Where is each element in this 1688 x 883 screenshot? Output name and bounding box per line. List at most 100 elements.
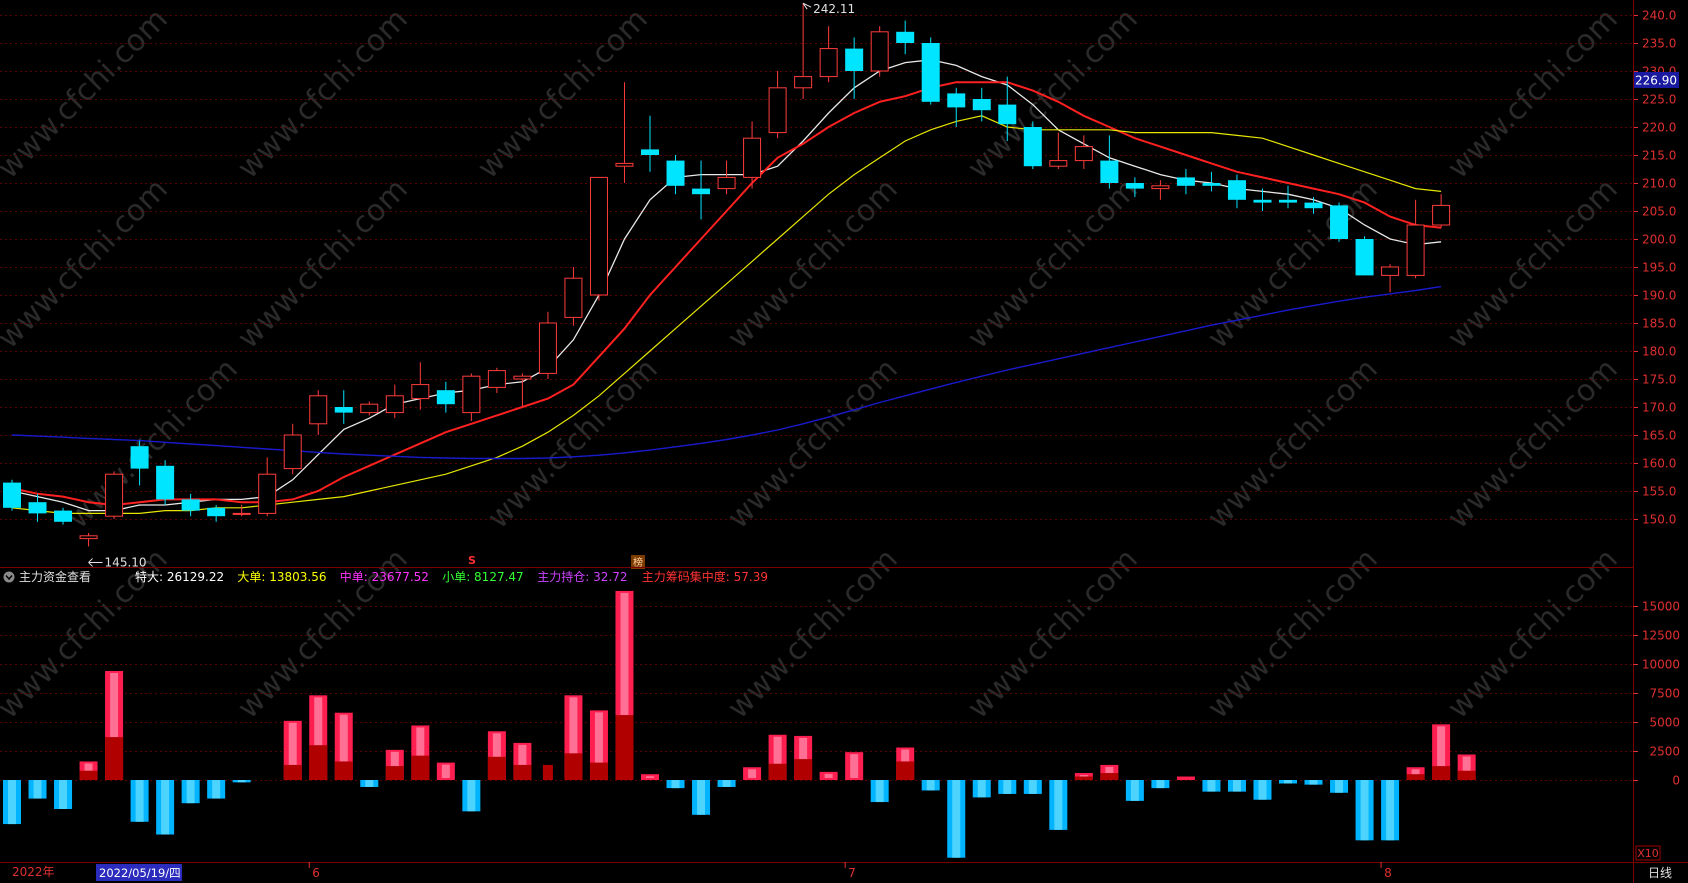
candle[interactable] bbox=[207, 505, 226, 522]
price-y-axis: 150.0 155.0 160.0 165.0 170.0 175.0 180.0 185.0… bbox=[1633, 9, 1676, 527]
year-label: 2022年 bbox=[12, 865, 55, 879]
flow-bar bbox=[1304, 780, 1323, 785]
flow-bar bbox=[1253, 780, 1272, 800]
candle[interactable] bbox=[870, 26, 889, 77]
indicator-dropdown[interactable] bbox=[3, 571, 15, 583]
candle[interactable] bbox=[1432, 194, 1451, 228]
signal-s-marker: S bbox=[468, 554, 476, 567]
current-price-tag: 226.90 bbox=[1633, 72, 1679, 88]
candle[interactable] bbox=[28, 493, 47, 522]
cursor-date: 2022/05/19/四 bbox=[99, 866, 181, 880]
candle[interactable] bbox=[1381, 264, 1400, 293]
flow-bar bbox=[692, 780, 711, 815]
candle[interactable] bbox=[819, 26, 838, 83]
candle[interactable] bbox=[794, 3, 813, 99]
indicator-item: 主力筹码集中度: 57.39 bbox=[642, 569, 768, 584]
chevron-down-icon[interactable] bbox=[3, 571, 15, 583]
flow-bar bbox=[436, 762, 455, 780]
candle[interactable] bbox=[589, 176, 608, 301]
candle[interactable] bbox=[1227, 174, 1246, 209]
candle[interactable] bbox=[385, 384, 404, 419]
high-annotation: 242.11 bbox=[802, 2, 855, 16]
candle[interactable] bbox=[768, 71, 787, 139]
flow-bar bbox=[360, 780, 379, 787]
candle[interactable] bbox=[743, 121, 762, 189]
candle[interactable] bbox=[692, 160, 711, 220]
candle[interactable] bbox=[896, 20, 915, 55]
ma10-line bbox=[11, 81, 1442, 507]
candle[interactable] bbox=[641, 115, 659, 172]
candle[interactable] bbox=[1304, 197, 1323, 214]
candlestick-series[interactable] bbox=[3, 3, 1451, 547]
candle[interactable] bbox=[972, 87, 991, 122]
candle[interactable] bbox=[998, 76, 1017, 141]
signal-b-marker: 榜 bbox=[631, 555, 645, 569]
candle[interactable] bbox=[717, 160, 736, 195]
period-selector[interactable]: 日线 bbox=[1648, 866, 1672, 880]
candle[interactable] bbox=[334, 390, 353, 424]
price-tick-label: 210.0 bbox=[1642, 177, 1676, 191]
candle[interactable] bbox=[181, 493, 200, 517]
candle[interactable] bbox=[436, 381, 455, 413]
candle[interactable] bbox=[1202, 171, 1221, 192]
indicator-tick-label: 2500 bbox=[1649, 745, 1680, 759]
candle[interactable] bbox=[3, 479, 21, 511]
candle[interactable] bbox=[156, 460, 175, 505]
flow-bar bbox=[743, 767, 762, 780]
candle[interactable] bbox=[1176, 169, 1195, 195]
candle[interactable] bbox=[1074, 135, 1093, 169]
candle[interactable] bbox=[360, 401, 379, 416]
candle[interactable] bbox=[54, 507, 73, 525]
candle[interactable] bbox=[283, 423, 302, 475]
time-axis-bar: 2022年 2022/05/19/四 6 7 8 日线 bbox=[0, 862, 1688, 883]
flow-bar bbox=[794, 735, 813, 780]
indicator-tick-label: 10000 bbox=[1642, 658, 1680, 672]
multiplier-label: X10 bbox=[1637, 847, 1659, 860]
flow-bar bbox=[666, 780, 685, 789]
candle[interactable] bbox=[462, 373, 481, 421]
candle[interactable] bbox=[309, 390, 328, 435]
candle[interactable] bbox=[1406, 199, 1425, 279]
price-tick-label: 165.0 bbox=[1642, 429, 1676, 443]
candle[interactable] bbox=[411, 362, 430, 410]
flow-bar bbox=[1202, 780, 1221, 792]
candle[interactable] bbox=[258, 457, 277, 517]
price-tick-label: 200.0 bbox=[1642, 233, 1676, 247]
flow-bar bbox=[3, 780, 21, 825]
candle[interactable] bbox=[564, 267, 583, 326]
indicator-header: 主力资金查看 特大: 26129.22 大单: 13803.56 中单: 23677… bbox=[3, 569, 768, 584]
candle[interactable] bbox=[513, 373, 532, 407]
candle[interactable] bbox=[130, 440, 149, 486]
candle[interactable] bbox=[921, 37, 940, 105]
candle[interactable] bbox=[538, 311, 557, 379]
candle[interactable] bbox=[947, 87, 966, 127]
flow-bar bbox=[870, 780, 889, 803]
flow-bar bbox=[896, 747, 915, 780]
candle[interactable] bbox=[845, 37, 864, 99]
candle[interactable] bbox=[1151, 180, 1170, 200]
candle[interactable] bbox=[1330, 202, 1349, 242]
flow-bar bbox=[947, 780, 966, 858]
price-tick-label: 225.0 bbox=[1642, 93, 1676, 107]
candle[interactable] bbox=[487, 367, 506, 393]
candle[interactable] bbox=[1023, 121, 1042, 169]
candle[interactable] bbox=[105, 471, 124, 519]
candle[interactable] bbox=[1049, 132, 1068, 169]
candle[interactable] bbox=[1253, 188, 1272, 211]
flow-bar bbox=[564, 695, 583, 780]
flow-bar bbox=[717, 780, 736, 787]
flow-bar bbox=[819, 771, 838, 780]
candle[interactable] bbox=[79, 533, 98, 547]
flow-bar bbox=[411, 725, 430, 780]
candle[interactable] bbox=[666, 155, 685, 195]
candle[interactable] bbox=[232, 505, 251, 517]
candle[interactable] bbox=[615, 82, 634, 183]
candle[interactable] bbox=[1125, 177, 1144, 197]
capital-flow-bars bbox=[3, 590, 1476, 858]
candle[interactable] bbox=[1355, 236, 1374, 276]
indicator-name[interactable]: 主力资金查看 bbox=[19, 569, 91, 584]
candle[interactable] bbox=[1279, 185, 1297, 209]
candle[interactable] bbox=[1100, 135, 1119, 189]
flow-bar bbox=[156, 780, 175, 835]
